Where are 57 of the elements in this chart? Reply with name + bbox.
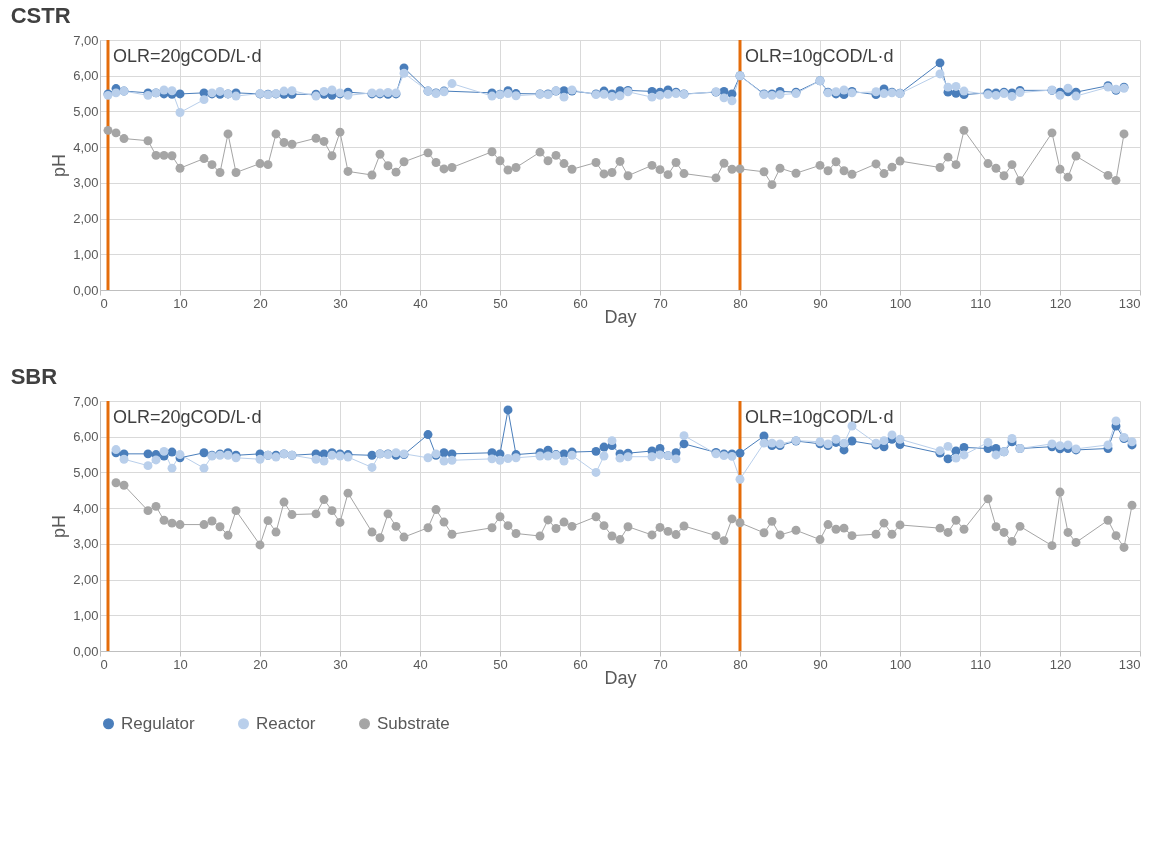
- x-tick-label: 90: [813, 656, 828, 672]
- annotation: OLR=10gCOD/L·d: [745, 46, 894, 66]
- legend-label: Reactor: [256, 713, 316, 733]
- x-tick-label: 20: [253, 295, 268, 311]
- x-tick-label: 70: [653, 656, 668, 672]
- y-tick-label: 3,00: [73, 175, 99, 191]
- y-tick-label: 0,00: [73, 643, 99, 659]
- chart-title: CSTR: [10, 3, 71, 28]
- x-tick-label: 0: [100, 656, 108, 672]
- y-tick-label: 7,00: [73, 393, 99, 409]
- x-tick-label: 30: [333, 656, 348, 672]
- y-axis-title: pH: [49, 153, 70, 178]
- y-tick-label: 4,00: [73, 500, 99, 516]
- legend-label: Substrate: [377, 713, 450, 733]
- x-tick-label: 50: [493, 295, 508, 311]
- x-tick-label: 20: [253, 656, 268, 672]
- x-tick-label: 40: [413, 656, 428, 672]
- x-tick-label: 0: [100, 295, 108, 311]
- y-tick-label: 3,00: [73, 536, 99, 552]
- y-tick-label: 2,00: [73, 572, 99, 588]
- x-tick-label: 120: [1049, 295, 1072, 311]
- chart-title: SBR: [10, 364, 58, 389]
- y-tick-label: 1,00: [73, 246, 99, 262]
- x-tick-label: 130: [1118, 656, 1141, 672]
- y-tick-label: 2,00: [73, 211, 99, 227]
- x-tick-label: 10: [173, 295, 188, 311]
- x-tick-label: 60: [573, 656, 588, 672]
- annotation: OLR=20gCOD/L·d: [113, 46, 262, 66]
- x-tick-label: 10: [173, 656, 188, 672]
- x-tick-label: 110: [970, 656, 991, 672]
- x-axis-title: Day: [604, 306, 637, 327]
- y-tick-label: 1,00: [73, 607, 99, 623]
- x-tick-label: 40: [413, 295, 428, 311]
- y-tick-label: 5,00: [73, 103, 99, 119]
- y-tick-label: 0,00: [73, 282, 99, 298]
- x-tick-label: 80: [733, 295, 748, 311]
- y-tick-label: 7,00: [73, 32, 99, 48]
- x-axis-title: Day: [604, 667, 637, 688]
- annotation: OLR=10gCOD/L·d: [745, 407, 894, 427]
- y-axis-title: pH: [49, 514, 70, 539]
- x-tick-label: 50: [493, 656, 508, 672]
- y-tick-label: 6,00: [73, 429, 99, 445]
- legend-label: Regulator: [121, 713, 196, 733]
- x-tick-label: 80: [733, 656, 748, 672]
- x-tick-label: 100: [889, 656, 912, 672]
- x-tick-label: 110: [970, 295, 991, 311]
- x-tick-label: 70: [653, 295, 668, 311]
- y-tick-label: 5,00: [73, 464, 99, 480]
- x-tick-label: 90: [813, 295, 828, 311]
- x-tick-label: 60: [573, 295, 588, 311]
- y-tick-label: 6,00: [73, 68, 99, 84]
- x-tick-label: 30: [333, 295, 348, 311]
- x-tick-label: 130: [1118, 295, 1141, 311]
- x-tick-label: 120: [1049, 656, 1072, 672]
- y-tick-label: 4,00: [73, 139, 99, 155]
- annotation: OLR=20gCOD/L·d: [113, 407, 262, 427]
- x-tick-label: 100: [889, 295, 912, 311]
